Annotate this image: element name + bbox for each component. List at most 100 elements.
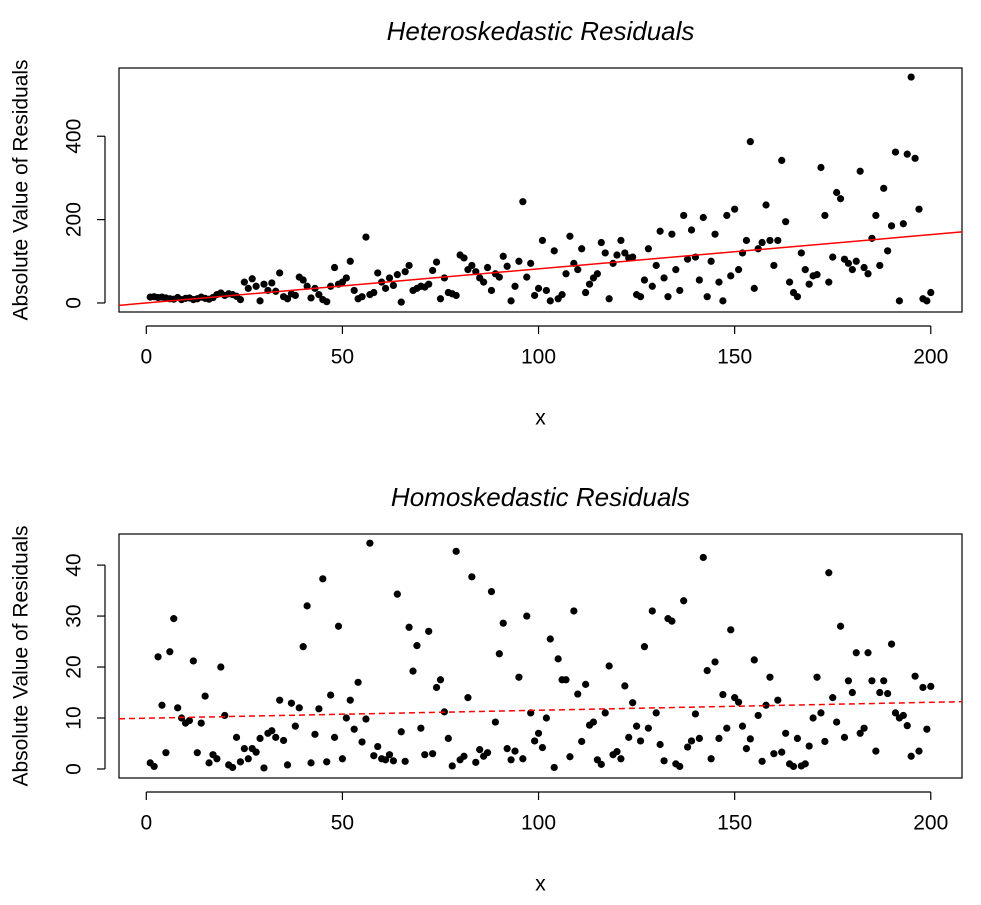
point (381, 284, 390, 292)
point (272, 733, 280, 741)
point (323, 758, 331, 766)
point (570, 607, 578, 615)
point (683, 743, 692, 751)
point (852, 257, 860, 265)
point (240, 744, 248, 753)
point (162, 749, 170, 757)
point (891, 148, 900, 156)
point (715, 734, 723, 742)
point (927, 288, 935, 297)
point (252, 748, 260, 756)
point (923, 297, 931, 305)
point (515, 257, 523, 265)
point (260, 764, 268, 772)
point (660, 274, 668, 282)
point (907, 73, 915, 81)
point (778, 156, 786, 165)
point (656, 740, 664, 749)
point (852, 649, 860, 657)
point (217, 663, 225, 671)
point (562, 270, 570, 278)
point (342, 714, 350, 722)
point (554, 655, 562, 663)
point (291, 722, 299, 730)
point (452, 291, 460, 300)
x-tick-label: 0 (140, 812, 152, 835)
point (664, 293, 672, 301)
point (593, 270, 601, 278)
point (276, 696, 284, 704)
point (311, 730, 319, 738)
point (291, 291, 299, 300)
point (868, 677, 876, 685)
point (487, 286, 496, 295)
point (734, 698, 743, 706)
point (491, 718, 499, 726)
point (774, 696, 782, 704)
x-tick-label: 0 (140, 346, 152, 369)
point (644, 245, 652, 253)
point (487, 587, 496, 596)
point (601, 249, 609, 257)
point (562, 676, 570, 684)
point (711, 658, 719, 666)
point (252, 282, 260, 290)
point (495, 273, 503, 281)
point (762, 701, 770, 709)
point (334, 622, 343, 630)
point (829, 694, 837, 702)
point (542, 286, 550, 295)
point (601, 709, 609, 717)
point (707, 755, 715, 763)
chart-title: Heteroskedastic Residuals (387, 16, 695, 46)
point (460, 254, 468, 262)
point (782, 729, 790, 737)
point (750, 656, 758, 664)
point (268, 279, 276, 287)
point (550, 247, 558, 255)
point (844, 677, 853, 685)
point (546, 635, 554, 643)
x-tick-label: 50 (331, 812, 354, 835)
point (366, 539, 374, 547)
point (389, 281, 398, 290)
point (699, 213, 707, 222)
point (436, 676, 445, 684)
point (687, 737, 696, 745)
point (884, 247, 892, 255)
point (825, 278, 833, 286)
point (887, 222, 896, 230)
point (758, 238, 766, 247)
point (660, 757, 668, 765)
point (727, 272, 735, 280)
point (648, 607, 656, 615)
point (801, 760, 809, 768)
point (287, 699, 296, 707)
y-tick-label: 400 (63, 119, 86, 154)
point (864, 649, 872, 657)
point (538, 236, 547, 245)
point (801, 266, 809, 274)
point (864, 270, 872, 278)
point (472, 758, 480, 766)
point (374, 742, 382, 751)
point (174, 704, 182, 712)
point (597, 760, 605, 768)
point (480, 278, 488, 286)
point (707, 257, 715, 265)
point (405, 261, 413, 270)
point (511, 747, 519, 755)
point (676, 762, 684, 771)
point (723, 724, 731, 732)
point (680, 597, 688, 605)
point (754, 711, 762, 720)
point (719, 690, 727, 699)
point (695, 276, 703, 284)
point (589, 718, 598, 726)
point (793, 734, 802, 742)
x-tick-label: 200 (913, 346, 948, 369)
point (307, 759, 315, 767)
point (687, 226, 696, 234)
point (401, 268, 409, 276)
point (856, 729, 864, 737)
